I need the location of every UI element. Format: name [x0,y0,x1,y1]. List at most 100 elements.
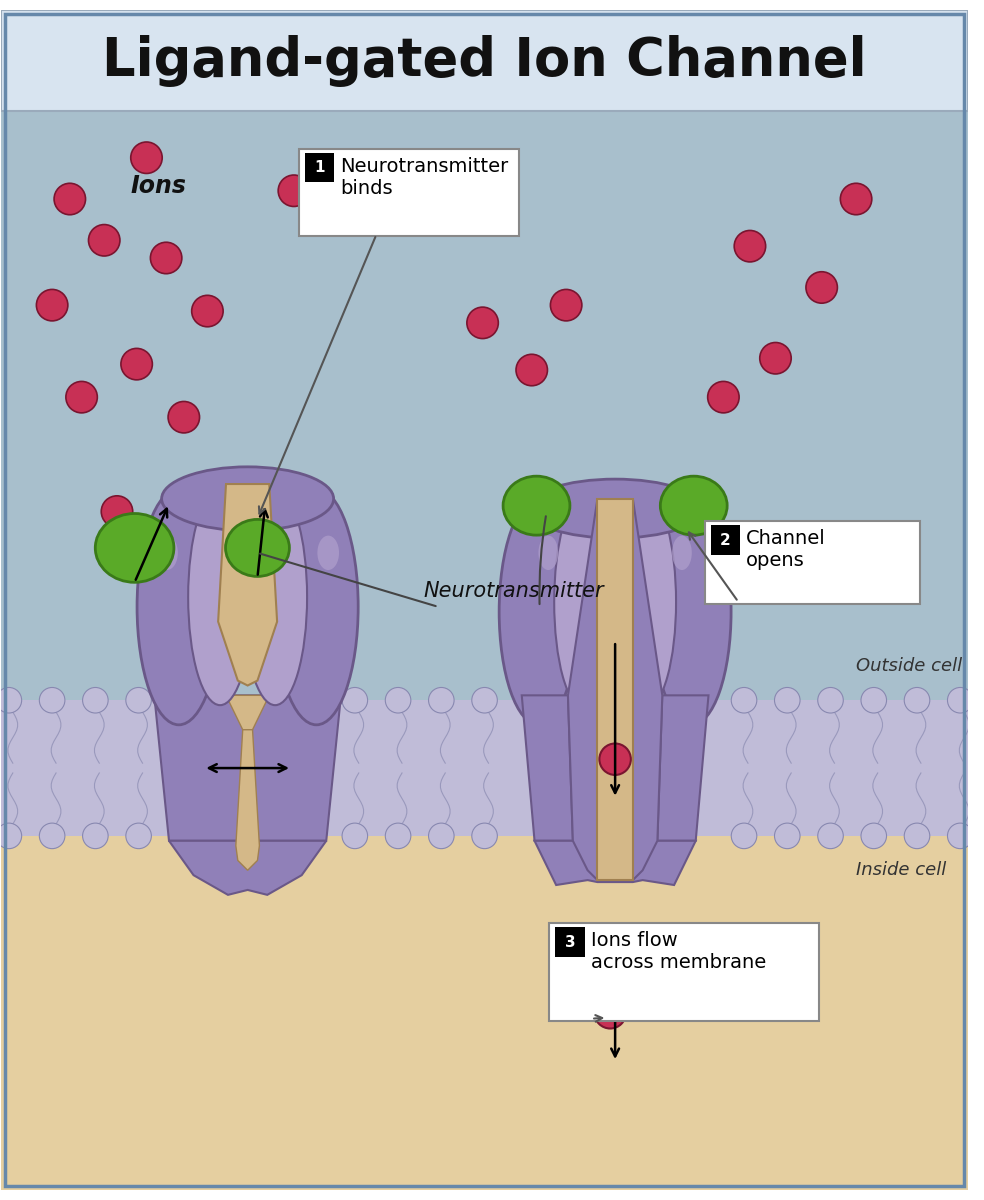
Ellipse shape [660,476,727,535]
Ellipse shape [672,535,692,570]
Polygon shape [657,695,708,841]
Text: Ions flow
across membrane: Ions flow across membrane [590,931,766,972]
Circle shape [840,184,872,215]
FancyBboxPatch shape [299,149,519,236]
Ellipse shape [188,488,252,706]
Circle shape [121,348,153,380]
Circle shape [904,688,930,713]
Polygon shape [522,695,573,841]
Circle shape [516,354,547,385]
Circle shape [83,688,108,713]
Ellipse shape [652,499,731,725]
Circle shape [131,142,162,174]
Circle shape [948,688,973,713]
Polygon shape [597,499,633,880]
Circle shape [806,271,837,304]
Circle shape [429,688,454,713]
FancyBboxPatch shape [305,152,335,182]
Ellipse shape [526,479,704,538]
Circle shape [731,823,757,848]
Circle shape [386,688,411,713]
Ellipse shape [554,497,613,708]
Circle shape [466,307,498,338]
FancyBboxPatch shape [1,701,968,836]
Text: Channel
opens: Channel opens [746,529,826,570]
Ellipse shape [503,476,570,535]
Ellipse shape [137,488,220,725]
FancyBboxPatch shape [710,526,740,554]
FancyBboxPatch shape [1,706,968,1189]
Circle shape [83,823,108,848]
FancyBboxPatch shape [1,11,968,110]
Circle shape [558,940,589,972]
Circle shape [650,923,682,955]
Polygon shape [568,499,597,880]
Circle shape [66,382,97,413]
Circle shape [39,823,65,848]
Circle shape [861,823,887,848]
Ellipse shape [275,488,358,725]
Text: Outside cell: Outside cell [856,656,962,674]
Polygon shape [154,695,341,841]
Circle shape [760,342,791,374]
Circle shape [39,688,65,713]
Circle shape [861,688,887,713]
Circle shape [774,823,800,848]
Ellipse shape [225,520,289,576]
Ellipse shape [243,488,307,706]
Polygon shape [633,499,662,880]
Circle shape [731,688,757,713]
Ellipse shape [617,497,676,708]
Circle shape [818,823,843,848]
Circle shape [386,823,411,848]
Circle shape [151,242,182,274]
Circle shape [126,688,152,713]
Circle shape [734,230,766,262]
FancyBboxPatch shape [549,923,819,1021]
Text: Neurotransmitter: Neurotransmitter [424,581,604,601]
Circle shape [0,688,22,713]
Circle shape [707,382,739,413]
Polygon shape [534,841,696,886]
Circle shape [342,823,368,848]
Circle shape [36,289,68,320]
FancyBboxPatch shape [1,110,968,706]
Text: Ligand-gated Ion Channel: Ligand-gated Ion Channel [102,35,867,88]
Circle shape [0,823,22,848]
Circle shape [471,823,497,848]
Circle shape [342,688,368,713]
Polygon shape [218,484,277,685]
Circle shape [594,997,626,1028]
Circle shape [126,823,152,848]
Circle shape [429,823,454,848]
Ellipse shape [156,535,178,570]
Polygon shape [236,730,260,870]
Text: Ions: Ions [130,174,186,198]
Circle shape [101,496,133,527]
Circle shape [904,823,930,848]
Circle shape [54,184,86,215]
Circle shape [168,402,200,433]
Circle shape [818,688,843,713]
Text: Inside cell: Inside cell [856,862,947,880]
Ellipse shape [95,514,174,582]
Ellipse shape [499,499,578,725]
Circle shape [192,295,223,326]
Circle shape [278,175,310,206]
Ellipse shape [318,535,339,570]
Circle shape [599,744,631,775]
Circle shape [550,289,582,320]
Circle shape [948,823,973,848]
Text: 2: 2 [720,533,731,547]
Polygon shape [226,695,270,730]
Text: 3: 3 [565,935,576,949]
Circle shape [471,688,497,713]
Ellipse shape [538,535,558,570]
Circle shape [774,688,800,713]
Polygon shape [169,841,327,895]
FancyBboxPatch shape [555,928,584,956]
Ellipse shape [161,467,334,530]
Text: 1: 1 [314,160,325,175]
Text: Neurotransmitter
binds: Neurotransmitter binds [340,157,509,198]
FancyBboxPatch shape [705,521,920,604]
